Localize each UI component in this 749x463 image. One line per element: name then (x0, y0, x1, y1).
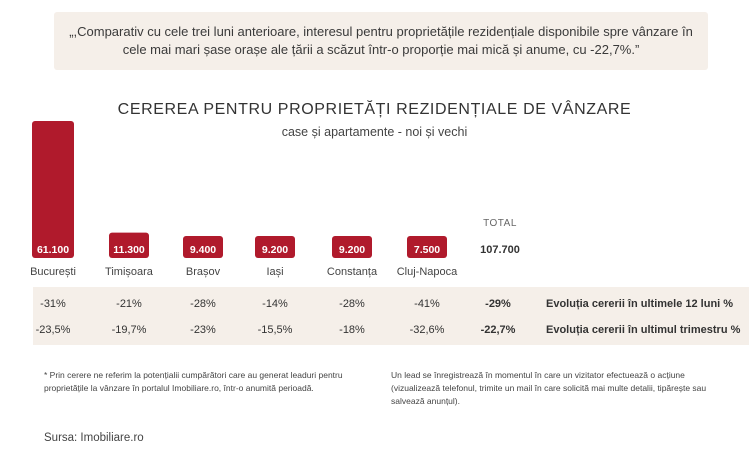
chart-title: CEREREA PENTRU PROPRIETĂȚI REZIDENȚIALE … (117, 101, 632, 118)
category-label: Constanța (327, 266, 378, 278)
total-value: 107.700 (480, 244, 520, 256)
table-cell: -18% (339, 324, 365, 336)
quote-text: „,Comparativ cu cele trei luni anterioar… (69, 24, 693, 57)
evolution-table (33, 287, 749, 345)
bar-value-label: 9.200 (262, 244, 288, 256)
bar-1 (109, 232, 149, 258)
footnote-left: * Prin cerere ne referim la potențialii … (44, 370, 343, 393)
bar-0 (32, 121, 74, 258)
bar-4 (332, 236, 372, 258)
table-total-cell: -29% (485, 298, 511, 310)
total-label: TOTAL (483, 218, 517, 229)
table-cell: -28% (190, 298, 216, 310)
bar-value-label: 11.300 (113, 244, 145, 256)
table-row: -31% -21% -28% -14% -28% -41% -29% Evoluția cer… (0, 298, 749, 318)
footnote-right: Un lead se înregistrează în momentul în … (391, 370, 707, 406)
table-cell: -31% (40, 298, 66, 310)
source-text: Sursa: Imobiliare.ro (44, 432, 144, 444)
table-cell: -23% (190, 324, 216, 336)
table-cell: -21% (116, 298, 142, 310)
chart-subtitle: case și apartamente - noi și vechi (281, 125, 468, 139)
bar-value-label: 61.100 (37, 244, 69, 256)
table-row-label: Evoluția cererii în ultimele 12 luni % (546, 298, 734, 310)
category-label: Brașov (186, 266, 221, 278)
table-cell: -14% (262, 298, 288, 310)
table-cell: -28% (339, 298, 365, 310)
category-label: București (30, 266, 76, 278)
table-cell: -19,7% (111, 324, 147, 336)
quote-box: „,Comparativ cu cele trei luni anterioar… (54, 12, 708, 70)
bar-2 (183, 236, 223, 258)
category-label: Iași (266, 266, 283, 278)
table-cell: -32,6% (409, 324, 445, 336)
category-label: Cluj-Napoca (397, 266, 458, 278)
bar-chart: 61.100 București 11.300 Timișoara 9.400 Brașo… (30, 121, 458, 278)
table-cell: -41% (414, 298, 440, 310)
table-cell: -23,5% (35, 324, 71, 336)
table-row: -23,5% -19,7% -23% -15,5% -18% -32,6% -22,7% Ev… (0, 324, 749, 344)
bar-value-label: 9.400 (190, 244, 216, 256)
bar-value-label: 7.500 (414, 244, 440, 256)
table-cell: -15,5% (257, 324, 293, 336)
table-total-cell: -22,7% (480, 324, 516, 336)
bar-3 (255, 236, 295, 258)
bar-value-label: 9.200 (339, 244, 365, 256)
table-row-label: Evoluția cererii în ultimul trimestru % (546, 324, 741, 336)
bar-5 (407, 236, 447, 258)
category-label: Timișoara (105, 266, 154, 278)
